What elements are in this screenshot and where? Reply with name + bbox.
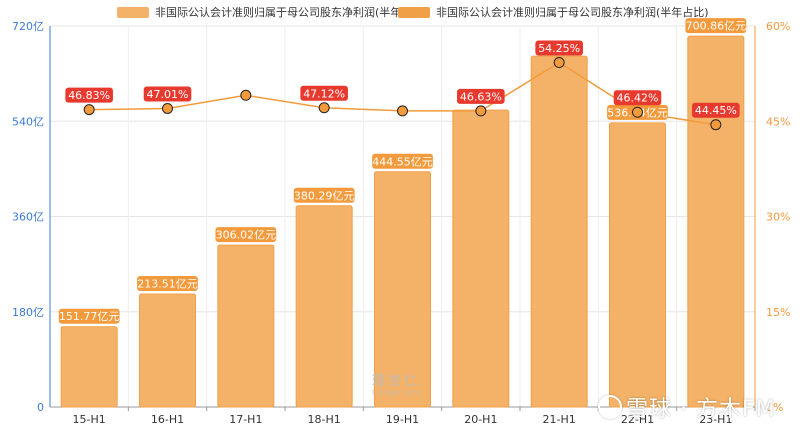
right-axis-tick: 0%	[766, 401, 783, 414]
left-axis-tick: 360亿	[12, 211, 44, 224]
legend-item-bar-series[interactable]: 非国际公认会计准则归属于母公司股东净利润(半年)	[117, 3, 406, 21]
percent-point	[397, 105, 408, 117]
percent-value-label-bg	[143, 86, 192, 102]
percent-value-label-bg	[613, 90, 662, 106]
bar-value-label-bg	[685, 18, 747, 34]
legend-line-label: 非国际公认会计准则归属于母公司股东净利润(半年占比)	[436, 6, 709, 19]
bar	[530, 55, 588, 408]
percent-point	[553, 57, 565, 69]
bar-value-label: 213.51亿元	[137, 278, 198, 291]
bar-value-label-bg	[58, 308, 120, 324]
logo-title: 理杏仁	[372, 374, 421, 389]
percent-point	[318, 102, 330, 114]
chart-legend: 非国际公认会计准则归属于母公司股东净利润(半年) 非国际公认会计准则归属于母公司…	[0, 3, 800, 21]
x-axis-tick: 17-H1	[229, 413, 262, 426]
percent-point	[162, 102, 173, 114]
percent-value-label: 47.12%	[303, 87, 345, 100]
percent-value-label: 46.83%	[68, 89, 110, 102]
percent-value-label-bg	[300, 85, 348, 101]
bar-value-label-bg	[293, 187, 355, 203]
bar	[687, 35, 745, 408]
x-axis-tick: 23-H1	[699, 413, 732, 426]
bar	[139, 293, 196, 408]
bar-value-label: 151.77亿元	[59, 310, 120, 323]
x-axis-tick: 15-H1	[73, 413, 106, 426]
logo-sub: lixinger.com	[372, 388, 421, 397]
percent-value-label-bg	[65, 87, 113, 103]
percent-point	[83, 104, 95, 116]
bar-value-label: 700.86亿元	[686, 20, 747, 33]
bar-value-label: 380.29亿元	[294, 189, 355, 202]
watermark-text: 雪球 · 方木FM	[626, 397, 776, 422]
left-axis-tick: 540亿	[12, 115, 44, 128]
x-axis-tick: 22-H1	[621, 413, 654, 426]
right-axis-tick: 15%	[766, 306, 790, 319]
bar-value-label-bg	[372, 153, 433, 169]
x-axis-tick: 18-H1	[308, 413, 341, 426]
legend-bar-swatch	[117, 6, 149, 18]
percent-value-label: 44.45%	[695, 104, 737, 117]
percent-point	[632, 106, 643, 118]
x-axis-tick: 20-H1	[464, 413, 497, 426]
xueqiu-watermark: 雪球 · 方木FM	[598, 391, 776, 423]
percent-value-label-bg	[457, 88, 505, 104]
percent-value-label-bg	[535, 40, 583, 56]
x-axis-tick: 21-H1	[543, 413, 576, 426]
lixinger-logo: 理杏仁 lixinger.com	[372, 370, 421, 397]
bar-value-label: 306.02亿元	[216, 229, 277, 242]
percent-value-label-bg	[692, 102, 740, 118]
bar	[452, 109, 510, 408]
bar	[609, 122, 666, 408]
left-axis-tick: 720亿	[12, 20, 44, 33]
bar-value-label-bg	[137, 276, 198, 292]
legend-item-line-series[interactable]: 非国际公认会计准则归属于母公司股东净利润(半年占比)	[398, 3, 709, 21]
bar	[217, 244, 275, 408]
legend-line-swatch	[398, 6, 430, 18]
right-axis-tick: 60%	[766, 20, 790, 33]
bar	[295, 205, 353, 408]
left-axis-tick: 0	[37, 401, 44, 414]
percent-value-label: 46.63%	[460, 90, 502, 103]
percent-point	[710, 119, 722, 131]
bar	[60, 326, 118, 408]
xueqiu-icon	[598, 395, 622, 419]
percent-point	[475, 105, 487, 117]
left-axis-tick: 180亿	[12, 306, 44, 319]
percent-value-label: 54.25%	[538, 42, 580, 55]
legend-bar-label: 非国际公认会计准则归属于母公司股东净利润(半年)	[155, 6, 406, 19]
x-axis-tick: 19-H1	[386, 413, 419, 426]
percent-value-label: 47.01%	[147, 88, 189, 101]
percent-value-label: 46.42%	[617, 92, 659, 105]
bar	[374, 171, 431, 408]
x-axis-tick: 16-H1	[151, 413, 184, 426]
percent-point	[240, 89, 252, 101]
right-axis-tick: 30%	[766, 211, 790, 224]
bar-value-label-bg	[215, 227, 277, 243]
bar-value-label: 444.55亿元	[372, 155, 433, 168]
right-axis-tick: 45%	[766, 115, 790, 128]
